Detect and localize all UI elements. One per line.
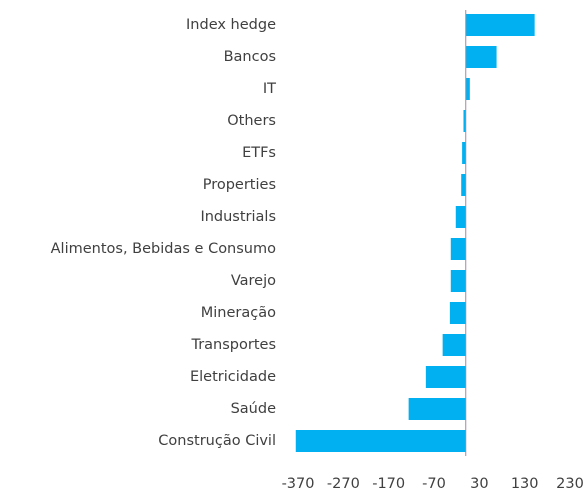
- x-tick-label: -370: [282, 476, 315, 492]
- category-label: Alimentos, Bebidas e Consumo: [51, 241, 276, 257]
- category-label: IT: [263, 81, 276, 97]
- category-label: ETFs: [242, 145, 276, 161]
- x-tick-label: 130: [511, 476, 539, 492]
- x-tick-label: -170: [372, 476, 405, 492]
- x-tick-label: 230: [556, 476, 584, 492]
- category-label: Saúde: [231, 401, 276, 417]
- bar: [462, 142, 466, 164]
- category-label: Construção Civil: [158, 433, 276, 449]
- category-label: Index hedge: [186, 17, 276, 33]
- bar: [425, 366, 466, 388]
- bar: [465, 14, 535, 36]
- category-label: Varejo: [231, 273, 276, 289]
- bar: [461, 174, 466, 196]
- bar: [450, 238, 466, 260]
- x-tick-label: -270: [327, 476, 360, 492]
- bar: [455, 206, 466, 228]
- bar: [465, 46, 497, 68]
- category-label: Eletricidade: [190, 369, 276, 385]
- bar: [408, 398, 466, 420]
- category-label: Transportes: [190, 337, 276, 353]
- bar: [442, 334, 466, 356]
- x-tick-label: -70: [422, 476, 446, 492]
- bar: [295, 430, 466, 452]
- category-label: Mineração: [201, 305, 276, 321]
- bar: [465, 78, 470, 100]
- bar: [463, 110, 466, 132]
- category-label: Bancos: [224, 49, 276, 65]
- bar: [449, 302, 466, 324]
- category-label: Others: [227, 113, 276, 129]
- bar: [450, 270, 466, 292]
- x-tick-label: 30: [470, 476, 488, 492]
- category-label: Properties: [203, 177, 276, 193]
- category-label: Industrials: [200, 209, 276, 225]
